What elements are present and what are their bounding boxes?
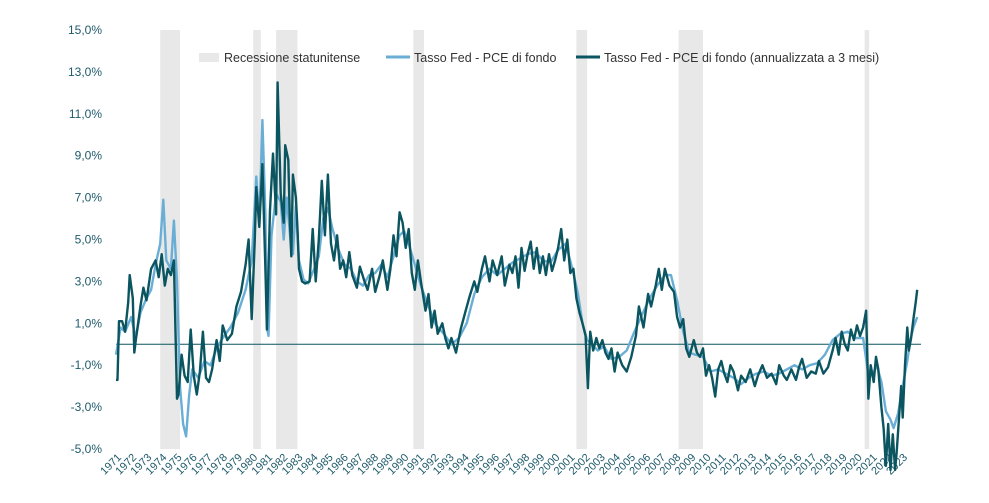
legend-label-recession: Recessione statunitense <box>224 51 360 65</box>
y-tick-label: 7,0% <box>75 191 103 205</box>
y-tick-label: -5,0% <box>71 442 103 456</box>
y-tick-label: 5,0% <box>75 233 103 247</box>
recession-band <box>253 30 261 449</box>
recession-band <box>864 30 870 449</box>
recession-band <box>576 30 588 449</box>
y-axis: -5,0% -3,0% -1,0% 1,0% 3,0% 5,0% 7,0% 9,0% 11,0%… <box>68 23 102 456</box>
legend-swatch-recession <box>199 53 219 62</box>
y-tick-label: -1,0% <box>71 358 103 372</box>
y-tick-label: 3,0% <box>75 274 103 288</box>
legend-label-pce-core-3m: Tasso Fed - PCE di fondo (annualizzata a… <box>604 51 879 65</box>
series-line-pce-core-3m-annualized <box>116 81 919 472</box>
y-tick-label: -3,0% <box>71 400 103 414</box>
y-tick-label: 13,0% <box>68 65 102 79</box>
legend: Recessione statunitense Tasso Fed - PCE … <box>199 51 879 65</box>
y-tick-label: 9,0% <box>75 149 103 163</box>
legend-label-pce-core: Tasso Fed - PCE di fondo <box>414 51 556 65</box>
x-axis: 1971197219731974197519761977197819791980… <box>98 452 910 478</box>
recession-band <box>413 30 424 449</box>
recession-band <box>678 30 703 449</box>
y-tick-label: 15,0% <box>68 23 102 37</box>
y-tick-label: 1,0% <box>75 316 103 330</box>
y-tick-label: 11,0% <box>69 107 102 121</box>
